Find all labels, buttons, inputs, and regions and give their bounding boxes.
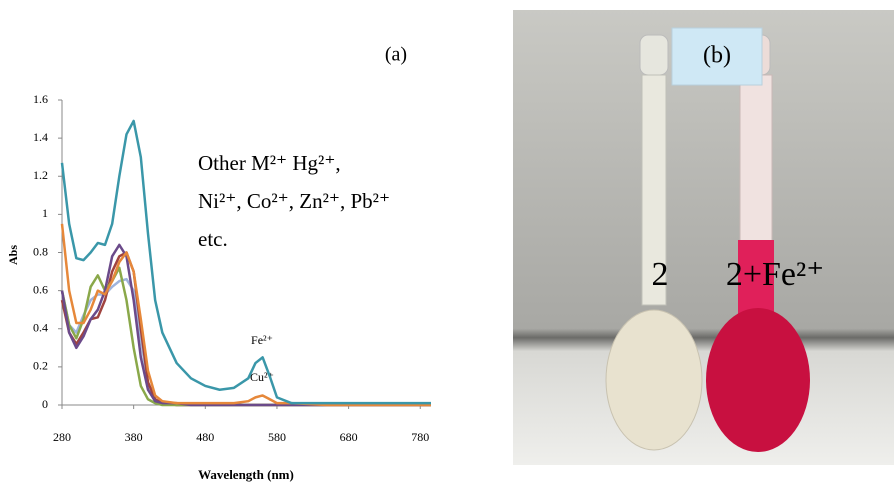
series-line — [60, 251, 431, 407]
x-tick-label: 780 — [411, 430, 429, 444]
y-tick-label: 1.2 — [33, 168, 48, 182]
flask-neck-solution — [738, 240, 774, 320]
series-line — [60, 277, 431, 407]
y-axis-label: Abs — [6, 245, 20, 265]
photo-background — [513, 10, 894, 465]
annotation: Other M²⁺ Hg²⁺, — [198, 151, 341, 175]
series-line — [60, 119, 431, 405]
stopper — [639, 34, 669, 76]
x-tick-label: 280 — [53, 430, 71, 444]
annotation: etc. — [198, 227, 228, 251]
x-axis-label: Wavelength (nm) — [198, 467, 294, 482]
annotation: Ni²⁺, Co²⁺, Zn²⁺, Pb²⁺ — [198, 189, 390, 213]
x-tick-label: 480 — [196, 430, 214, 444]
y-tick-label: 1.6 — [33, 92, 48, 106]
y-tick-label: 1.4 — [33, 130, 48, 144]
flask-neck — [739, 74, 773, 246]
flask-body — [605, 309, 703, 451]
y-tick-label: 0 — [42, 397, 48, 411]
photo-label: (b) — [703, 43, 731, 69]
y-tick-label: 0.4 — [33, 321, 48, 335]
peak-label: Fe²⁺ — [251, 333, 273, 347]
y-tick-label: 0.8 — [33, 244, 48, 258]
flask-label: 2 — [652, 256, 669, 293]
x-tick-label: 380 — [125, 430, 143, 444]
flask-neck — [641, 74, 667, 306]
label-box — [671, 27, 763, 86]
flask-body — [706, 308, 810, 452]
x-tick-label: 580 — [268, 430, 286, 444]
y-tick-label: 1 — [42, 206, 48, 220]
panel-label: (a) — [385, 44, 407, 66]
series-line — [60, 266, 431, 407]
y-tick-label: 0.6 — [33, 282, 48, 296]
flask-label: 2+Fe²⁺ — [726, 256, 824, 293]
x-tick-label: 680 — [340, 430, 358, 444]
photo: (b) 2 2+Fe²⁺ — [513, 10, 894, 465]
chart: (a) Wavelength (nm) Abs Other M²⁺ Hg²⁺, … — [6, 44, 407, 482]
series-line — [60, 223, 431, 407]
y-tick-label: 0.2 — [33, 359, 48, 373]
